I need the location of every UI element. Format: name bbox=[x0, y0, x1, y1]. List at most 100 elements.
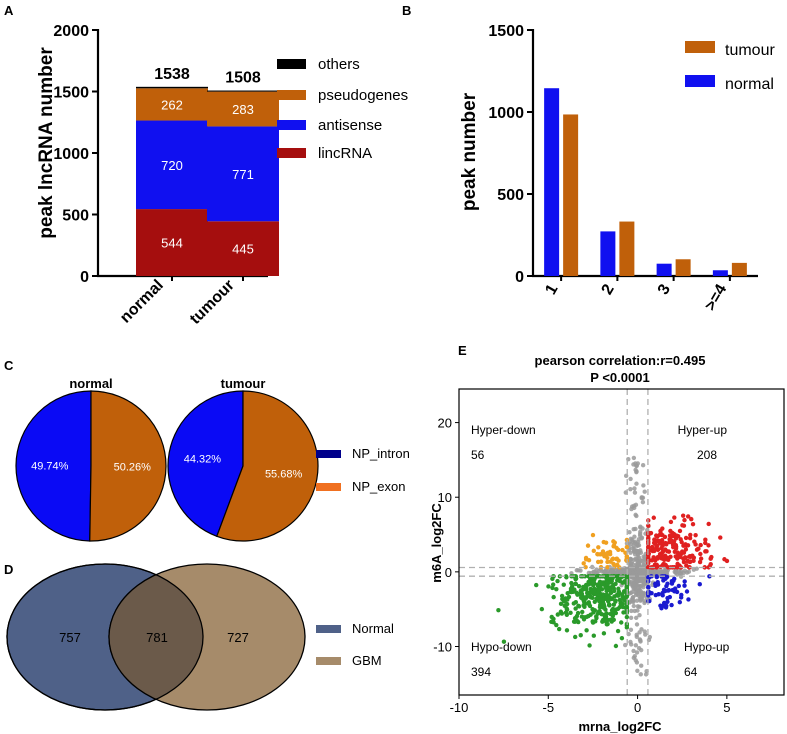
scatter-point-hypo-down bbox=[587, 643, 592, 648]
scatter-point-grey bbox=[678, 571, 684, 576]
scatter-point-hypo-down bbox=[586, 582, 591, 587]
scatter-point-grey bbox=[637, 531, 643, 536]
scatter-point-hyper-up bbox=[656, 538, 662, 544]
scatter-point-hypo-down bbox=[563, 610, 569, 615]
panel-a-bar-value-label: 771 bbox=[232, 167, 254, 182]
scatter-point-hyper-up bbox=[706, 565, 711, 570]
scatter-point-hyper-down bbox=[620, 547, 625, 553]
scatter-point-hypo-down bbox=[551, 620, 556, 625]
scatter-point-hyper-up bbox=[673, 554, 678, 559]
scatter-point-hyper-up bbox=[708, 561, 713, 567]
scatter-point-hypo-down bbox=[591, 587, 597, 593]
scatter-point-grey bbox=[633, 467, 638, 473]
scatter-point-hyper-up bbox=[697, 559, 703, 565]
scatter-point-hyper-up bbox=[708, 556, 713, 561]
scatter-point-hyper-up bbox=[663, 562, 669, 568]
panel-a-legend-label: others bbox=[318, 56, 360, 73]
scatter-point-grey bbox=[634, 650, 640, 655]
pie-legend-swatch-np-exon bbox=[316, 483, 341, 491]
panel-b-bar-tumour bbox=[675, 259, 691, 276]
scatter-point-hyper-up bbox=[655, 547, 661, 553]
panel-a-bar-pseudogenes bbox=[136, 88, 208, 121]
scatter-quadrant-label: Hyper-down bbox=[471, 423, 536, 437]
scatter-point-hypo-down bbox=[624, 606, 629, 612]
panel-a-bar-pseudogenes bbox=[207, 91, 279, 127]
scatter-point-hypo-up bbox=[697, 582, 702, 587]
scatter-point-grey bbox=[631, 598, 636, 603]
panel-a-legend-swatch-antisense bbox=[277, 120, 306, 130]
scatter-x-tick-label: 0 bbox=[634, 700, 641, 715]
scatter-point-hyper-down bbox=[611, 543, 617, 548]
scatter-point-hyper-up bbox=[680, 513, 686, 518]
pie-slice-label: 49.74% bbox=[31, 461, 69, 473]
scatter-quadrant-label: Hypo-down bbox=[471, 640, 532, 654]
scatter-point-hypo-down bbox=[624, 614, 630, 620]
venn-count-gbm-only: 727 bbox=[227, 630, 249, 645]
scatter-point-grey bbox=[623, 642, 628, 648]
scatter-point-hypo-down bbox=[586, 574, 591, 579]
venn-legend-label-gbm: GBM bbox=[352, 653, 382, 668]
scatter-point-grey bbox=[641, 554, 646, 559]
scatter-point-hyper-up bbox=[672, 549, 677, 554]
scatter-point-hyper-down bbox=[605, 564, 610, 570]
scatter-point-grey bbox=[636, 593, 642, 599]
scatter-point-hypo-down bbox=[534, 582, 539, 588]
scatter-quadrant-count: 394 bbox=[471, 665, 491, 679]
panel-a-legend-swatch-lincRNA bbox=[277, 148, 306, 158]
scatter-point-hypo-down bbox=[590, 620, 596, 625]
pie-legend-label: NP_intron bbox=[352, 446, 410, 461]
panel-b-x-tick-label: 1 bbox=[542, 281, 561, 297]
scatter-point-grey bbox=[631, 462, 636, 467]
scatter-point-hypo-down bbox=[601, 617, 606, 622]
scatter-point-hyper-up bbox=[668, 528, 673, 534]
scatter-point-grey bbox=[628, 615, 634, 620]
panel-b-legend-label: tumour bbox=[725, 42, 775, 59]
scatter-point-grey bbox=[635, 608, 640, 613]
scatter-point-hypo-up bbox=[665, 581, 670, 586]
panel-b-x-tick-label: 2 bbox=[599, 281, 618, 297]
pie-legend-swatch-np-intron bbox=[316, 450, 341, 458]
scatter-point-grey bbox=[636, 645, 642, 651]
scatter-point-grey bbox=[649, 570, 655, 575]
scatter-point-grey bbox=[694, 566, 699, 571]
scatter-point-hyper-up bbox=[718, 535, 723, 540]
panel-b-legend-swatch-normal bbox=[685, 75, 715, 87]
scatter-point-grey bbox=[642, 598, 648, 604]
scatter-point-hypo-down bbox=[611, 617, 616, 623]
scatter-x-tick-label: -10 bbox=[450, 700, 469, 715]
scatter-point-hypo-down bbox=[568, 610, 573, 616]
scatter-point-hyper-down bbox=[624, 558, 629, 563]
venn-legend-swatch-normal bbox=[316, 625, 341, 633]
scatter-point-hypo-down bbox=[603, 586, 609, 591]
scatter-point-hypo-down bbox=[614, 593, 619, 598]
scatter-point-hypo-down bbox=[610, 613, 615, 619]
scatter-x-axis-label: mrna_log2FC bbox=[578, 719, 662, 734]
panel-b-bar-tumour bbox=[731, 262, 747, 276]
scatter-point-hypo-down bbox=[501, 639, 507, 644]
scatter-point-hypo-down bbox=[616, 586, 621, 591]
scatter-subtitle: P <0.0001 bbox=[590, 370, 649, 385]
scatter-point-hypo-down bbox=[610, 606, 616, 612]
panel-b-y-tick-label: 0 bbox=[515, 269, 524, 286]
scatter-point-hypo-down bbox=[496, 607, 501, 613]
scatter-point-hyper-up bbox=[665, 549, 670, 554]
pie-slice-NP_intron bbox=[167, 390, 244, 538]
scatter-point-hyper-down bbox=[605, 555, 610, 561]
scatter-point-hyper-down bbox=[605, 551, 610, 557]
scatter-point-hyper-down bbox=[614, 556, 620, 561]
panel-a-bar-others bbox=[207, 90, 279, 92]
scatter-point-grey bbox=[630, 546, 635, 551]
scatter-quadrant-count: 64 bbox=[684, 665, 698, 679]
scatter-point-hypo-down bbox=[564, 575, 569, 580]
scatter-point-hyper-up bbox=[654, 543, 659, 548]
scatter-point-hyper-up bbox=[692, 539, 697, 544]
scatter-point-grey bbox=[643, 672, 649, 677]
scatter-point-hyper-up bbox=[698, 542, 703, 548]
scatter-point-grey bbox=[631, 648, 636, 654]
pie-slice-label: 50.26% bbox=[114, 461, 152, 473]
scatter-point-hypo-up bbox=[664, 603, 669, 609]
scatter-point-hypo-down bbox=[573, 581, 579, 587]
scatter-point-hyper-up bbox=[687, 536, 693, 541]
scatter-point-hyper-up bbox=[678, 552, 684, 557]
scatter-point-hypo-down bbox=[600, 582, 606, 587]
